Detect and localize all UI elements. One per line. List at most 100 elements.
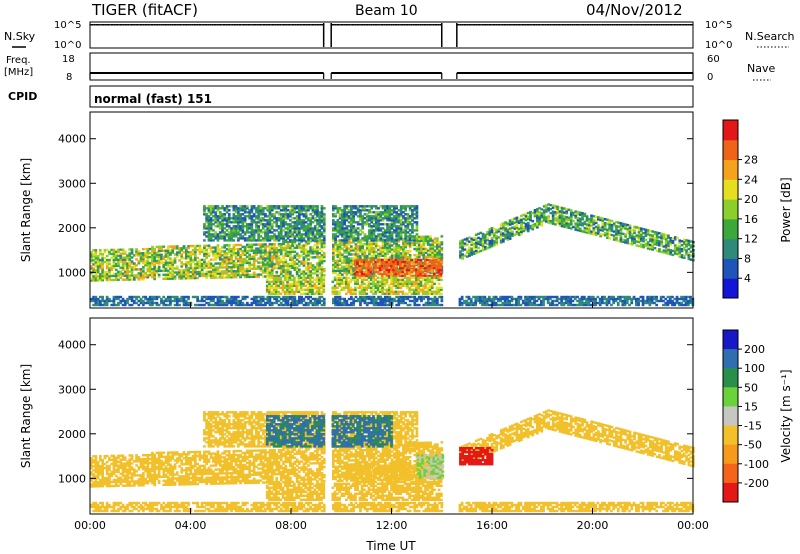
power-cell: [279, 219, 283, 222]
power-cell: [384, 229, 387, 232]
power-cell: [232, 229, 236, 232]
power-cell: [637, 240, 641, 244]
power-cell: [515, 222, 519, 225]
power-cell: [515, 224, 519, 227]
power-cell: [286, 242, 290, 246]
power-cell: [341, 239, 344, 242]
power-cell: [180, 263, 184, 266]
power-cell: [343, 257, 346, 260]
power-cell: [569, 227, 573, 230]
power-cell: [345, 233, 349, 236]
power-cell: [384, 231, 387, 234]
power-cell: [484, 245, 487, 249]
power-cell: [356, 205, 360, 208]
power-cell: [298, 231, 301, 234]
power-cell: [275, 235, 279, 238]
power-cell: [286, 270, 290, 274]
power-cell: [502, 234, 505, 237]
power-cell: [347, 286, 350, 289]
power-cell: [419, 282, 423, 285]
power-cell: [381, 242, 385, 245]
power-cell: [259, 267, 263, 270]
power-cell: [354, 249, 358, 252]
power-cell: [275, 271, 279, 274]
power-cell: [270, 251, 274, 254]
power-cell: [336, 267, 340, 270]
power-cell: [221, 262, 224, 265]
power-cell: [162, 263, 166, 266]
power-cell: [214, 225, 218, 228]
power-cell: [227, 217, 231, 220]
power-cell: [252, 243, 256, 246]
power-cell: [148, 299, 152, 303]
power-cell: [194, 276, 197, 280]
power-cell: [343, 265, 346, 268]
power-cell: [279, 270, 283, 274]
power-cell: [393, 205, 396, 208]
power-cell: [350, 235, 353, 238]
power-cell: [377, 256, 380, 260]
power-cell: [406, 213, 410, 216]
power-cell: [673, 252, 677, 255]
power-cell: [225, 260, 229, 263]
power-cell: [367, 280, 371, 283]
power-cell: [218, 211, 222, 214]
power-cell: [128, 303, 132, 307]
power-cell: [511, 230, 514, 233]
power-cell: [227, 215, 231, 218]
power-cell: [336, 253, 340, 256]
power-cell: [221, 219, 224, 222]
power-cell: [298, 239, 301, 242]
power-cell: [336, 292, 339, 295]
power-cell: [383, 284, 387, 287]
power-cell: [547, 217, 550, 220]
power-cell: [332, 229, 335, 232]
power-cell: [345, 280, 348, 283]
power-cell: [182, 275, 186, 278]
power-cell: [381, 235, 385, 238]
power-cell: [502, 224, 505, 227]
power-cell: [295, 244, 299, 247]
power-cell: [157, 263, 161, 267]
power-cell: [386, 207, 389, 210]
power-cell: [347, 225, 351, 228]
power-cell: [90, 259, 93, 262]
power-cell: [359, 213, 362, 216]
power-cell: [309, 233, 312, 236]
power-cell: [216, 246, 220, 249]
power-cell: [286, 237, 290, 240]
power-cell: [230, 254, 233, 257]
power-cell: [169, 249, 172, 252]
power-cell: [415, 239, 419, 242]
power-cell: [300, 237, 303, 240]
power-cell: [121, 266, 125, 269]
power-cell: [433, 241, 437, 244]
power-cell: [540, 212, 544, 215]
power-cell: [334, 215, 337, 218]
power-cell: [171, 275, 175, 278]
power-cell: [368, 244, 371, 248]
power-cell: [148, 295, 152, 299]
power-cell: [422, 241, 426, 244]
power-cell: [363, 257, 367, 260]
power-cell: [261, 217, 265, 220]
power-cell: [239, 259, 242, 263]
power-cell: [277, 237, 281, 240]
power-cell: [274, 286, 278, 289]
power-cell: [350, 211, 353, 214]
power-cell: [133, 264, 136, 267]
power-cell: [297, 278, 301, 281]
power-cell: [266, 257, 270, 260]
power-cell: [384, 211, 387, 214]
power-cell: [286, 280, 289, 283]
power-cell: [332, 221, 335, 224]
power-cell: [410, 270, 413, 274]
power-cell: [438, 249, 441, 252]
power-cell: [621, 224, 625, 228]
power-cell: [411, 209, 414, 212]
power-cell: [336, 265, 340, 268]
power-cell: [320, 211, 324, 214]
power-cell: [273, 213, 276, 216]
power-cell: [374, 256, 378, 260]
power-cell: [268, 219, 272, 222]
